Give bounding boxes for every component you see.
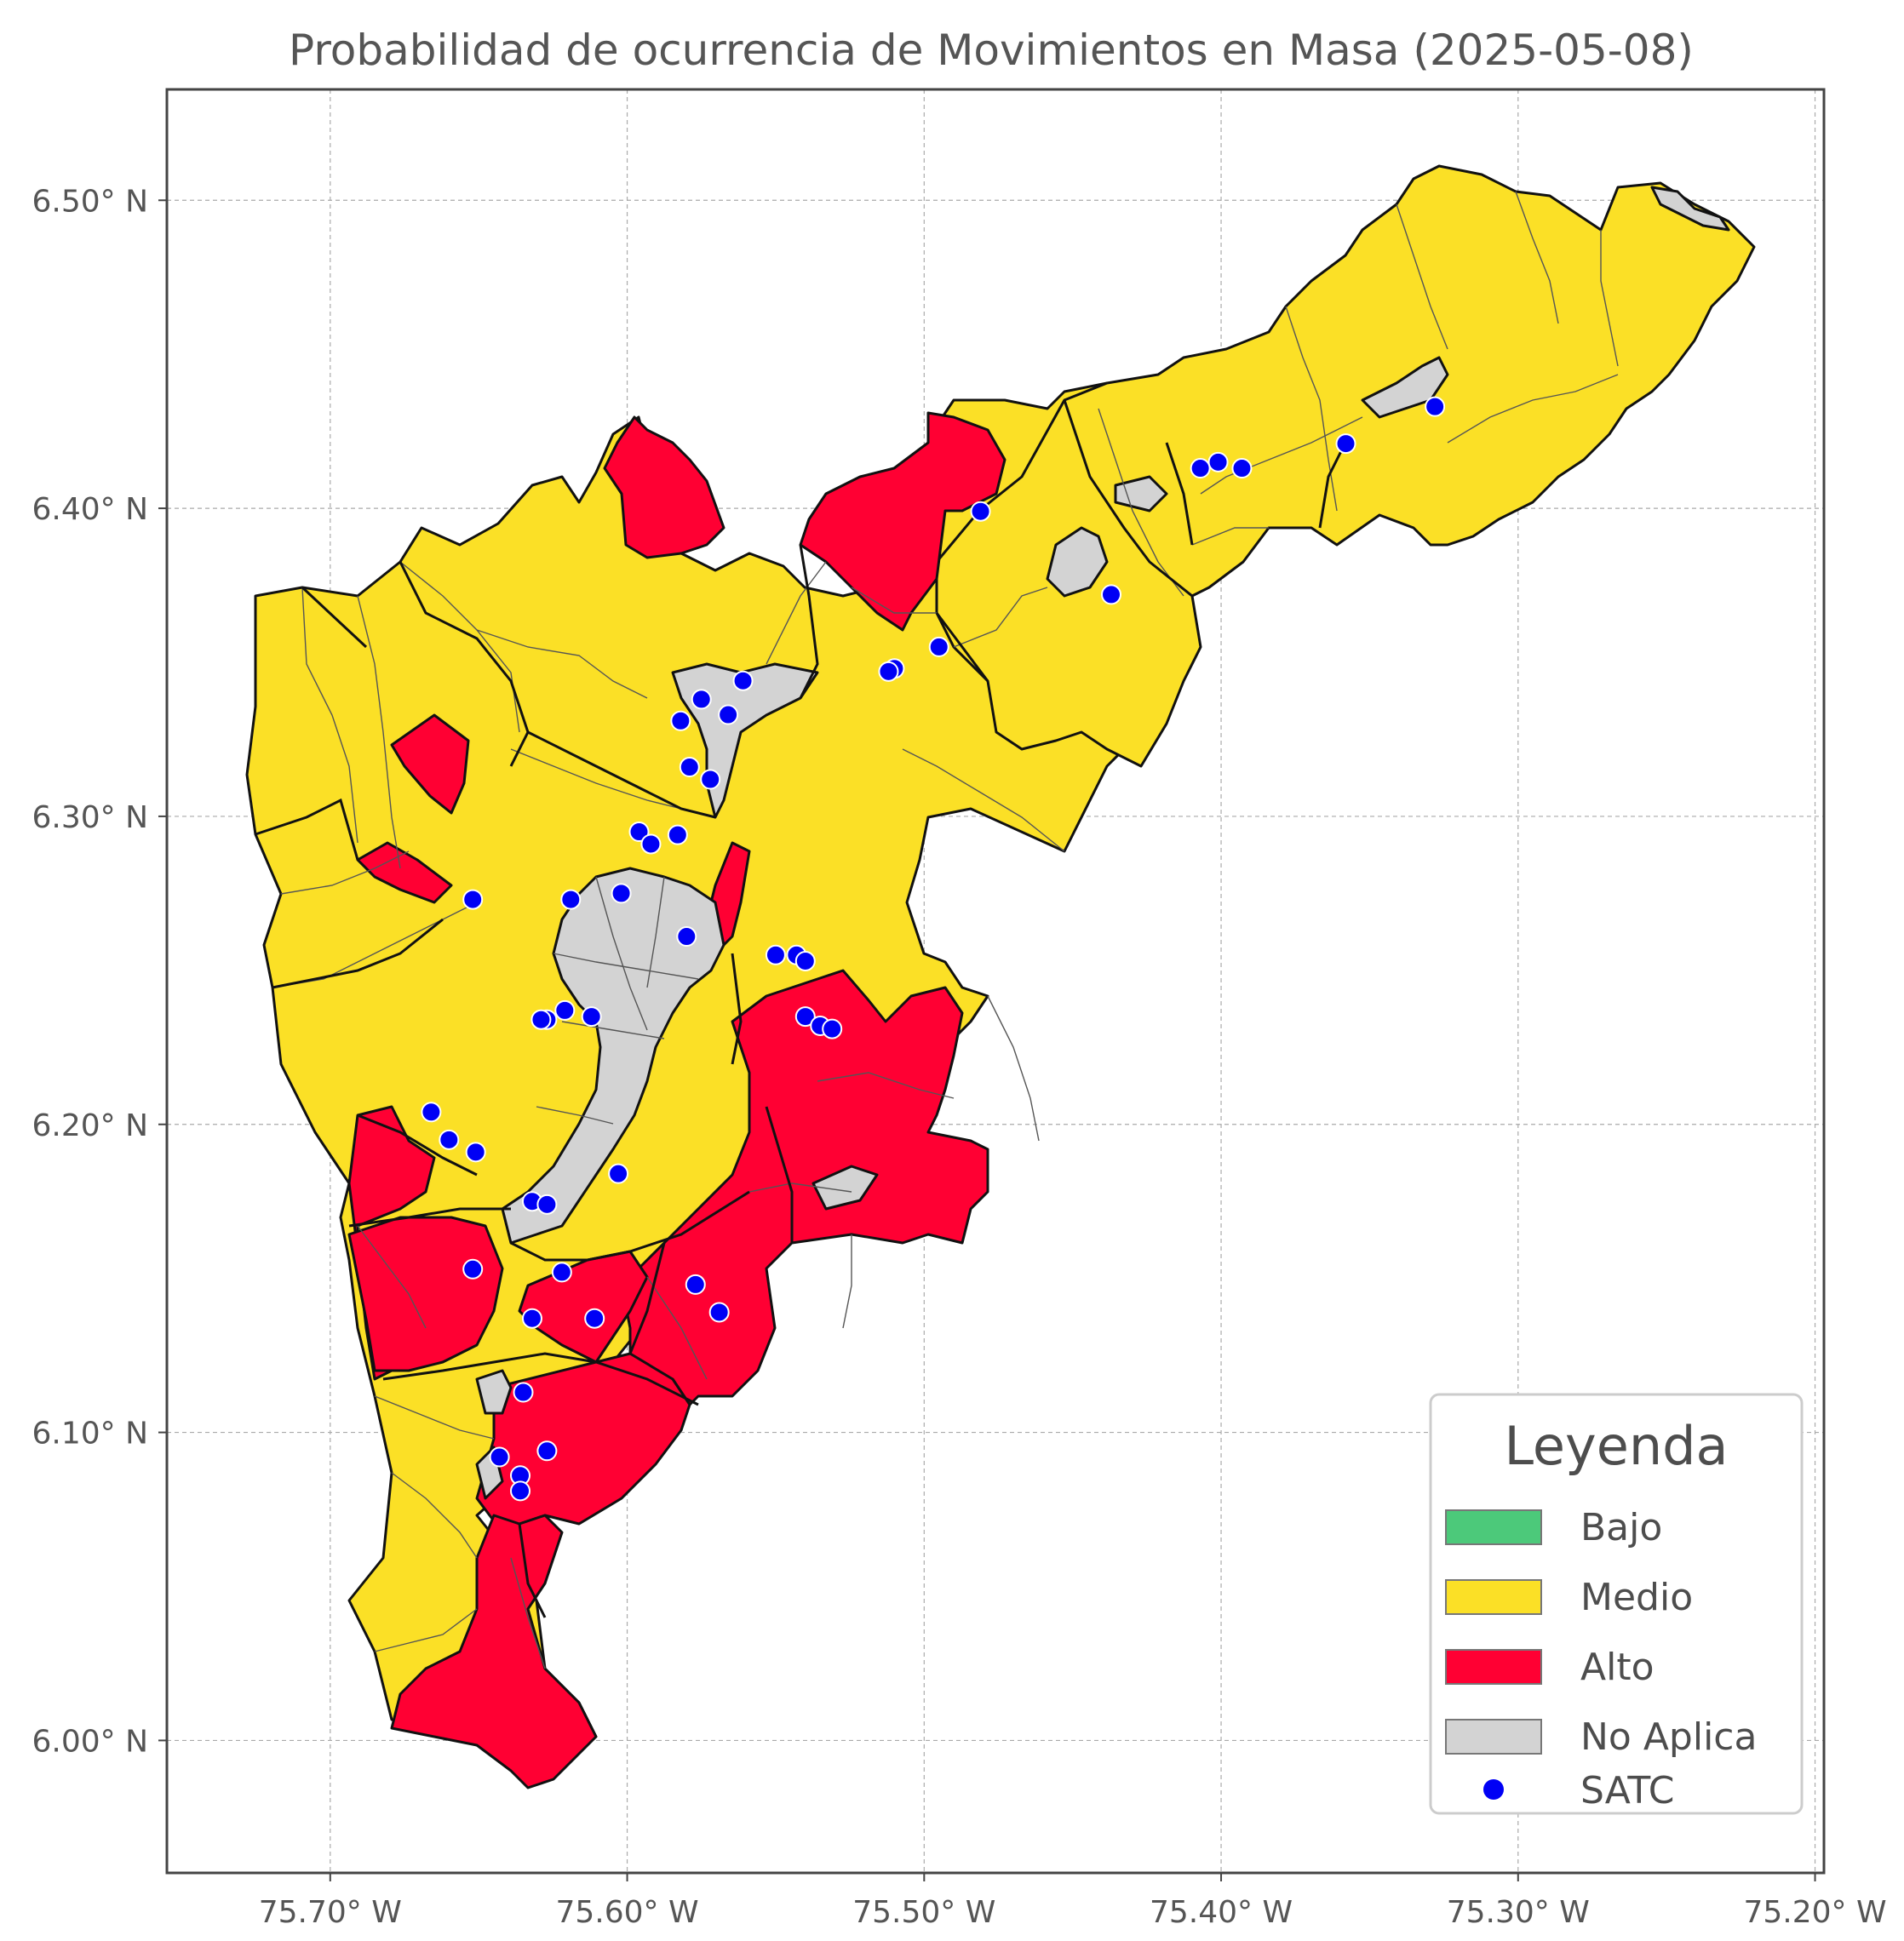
legend-label-medio: Medio — [1580, 1576, 1693, 1619]
x-tick-label: 75.70° W — [259, 1895, 402, 1930]
satc-station-marker — [608, 1163, 629, 1184]
region-alto-west-3 — [347, 1216, 504, 1372]
satc-station-marker — [489, 1446, 510, 1468]
municipal-subdivisions — [272, 191, 1619, 1669]
region-alto-west-2 — [356, 841, 453, 904]
satc-station-marker — [794, 1006, 816, 1028]
map-title: Probabilidad de ocurrencia de Movimiento… — [289, 26, 1694, 75]
y-tick-label: 6.30° N — [32, 800, 148, 835]
satc-station-marker — [708, 1302, 730, 1323]
satc-station-marker — [513, 1382, 534, 1403]
satc-station-marker — [794, 950, 816, 971]
satc-station-marker — [685, 1274, 706, 1295]
satc-station-marker — [628, 822, 650, 843]
satc-station-marker — [667, 824, 688, 845]
satc-station-marker — [510, 1480, 531, 1502]
region-alto-north-1 — [603, 415, 725, 559]
satc-station-marker — [439, 1129, 460, 1150]
satc-station-marker — [560, 889, 582, 910]
satc-station-marker — [1101, 584, 1122, 605]
satc-station-marker — [691, 689, 712, 710]
satc-station-marker — [521, 1308, 542, 1329]
region-alto-south-2 — [390, 1514, 598, 1789]
satc-station-marker — [765, 944, 786, 965]
satc-station-marker — [1335, 433, 1356, 455]
satc-station-marker — [718, 704, 739, 725]
satc-station-marker — [970, 501, 991, 522]
region-noaplica-medellin — [501, 867, 725, 1245]
satc-station-marker — [421, 1102, 442, 1123]
x-tick-label: 75.60° W — [556, 1895, 699, 1930]
x-tick-label: 75.40° W — [1150, 1895, 1293, 1930]
satc-station-marker — [878, 661, 899, 682]
region-medio-northeast — [935, 164, 1756, 768]
region-noaplica-northeast-2 — [1114, 475, 1168, 512]
y-tick-label: 6.00° N — [32, 1724, 148, 1759]
legend: Leyenda Bajo Medio Alto No Aplica SATC — [1429, 1393, 1804, 1815]
y-tick-label: 6.20° N — [32, 1108, 148, 1143]
y-tick-label: 6.40° N — [32, 492, 148, 527]
region-noaplica-northeast-1 — [1046, 526, 1109, 598]
x-axis-ticks: 75.70° W 75.60° W 75.50° W 75.40° W 75.30° W… — [259, 1873, 1887, 1930]
satc-station-marker — [1425, 396, 1446, 417]
legend-swatch-alto — [1445, 1649, 1542, 1685]
satc-station-marker — [551, 1262, 572, 1283]
plot-frame — [165, 88, 1826, 1875]
legend-label-bajo: Bajo — [1580, 1506, 1662, 1549]
satc-station-marker — [1207, 451, 1229, 472]
legend-marker-satc — [1483, 1779, 1504, 1800]
satc-stations — [421, 396, 1446, 1502]
region-alto-north-2 — [799, 411, 1006, 632]
satc-station-marker — [536, 1194, 558, 1215]
satc-station-marker — [530, 1009, 552, 1030]
satc-station-marker — [581, 1006, 602, 1028]
satc-station-marker — [732, 670, 754, 691]
satc-station-marker — [1231, 458, 1253, 479]
satc-station-marker — [822, 1018, 843, 1039]
y-tick-label: 6.10° N — [32, 1417, 148, 1451]
satc-station-marker — [1190, 458, 1211, 479]
legend-swatch-medio — [1445, 1579, 1542, 1615]
satc-station-marker — [611, 883, 632, 904]
satc-station-marker — [928, 636, 949, 657]
region-noaplica-corner — [1650, 186, 1730, 232]
legend-item-medio: Medio — [1445, 1576, 1693, 1619]
satc-station-marker — [670, 710, 691, 731]
satc-station-marker — [679, 757, 700, 778]
satc-station-marker — [676, 926, 697, 948]
legend-item-alto: Alto — [1445, 1646, 1655, 1689]
y-axis-ticks: 6.50° N 6.40° N 6.30° N 6.20° N 6.10° N 6.00°… — [32, 184, 167, 1759]
satc-station-marker — [584, 1308, 605, 1329]
municipal-boundaries — [255, 399, 1347, 1618]
x-tick-label: 75.20° W — [1743, 1895, 1886, 1930]
region-noaplica-northeast-3 — [1361, 356, 1449, 419]
legend-swatch-noaplica — [1445, 1719, 1542, 1755]
satc-station-marker — [465, 1142, 486, 1163]
region-alto-west-1 — [390, 713, 470, 815]
x-tick-label: 75.50° W — [852, 1895, 995, 1930]
legend-box — [1429, 1393, 1804, 1815]
satc-station-marker — [700, 769, 721, 790]
legend-label-alto: Alto — [1580, 1646, 1655, 1689]
satc-station-marker — [640, 833, 662, 855]
x-tick-label: 75.30° W — [1447, 1895, 1590, 1930]
legend-item-bajo: Bajo — [1445, 1506, 1662, 1549]
region-noaplica-south — [475, 1369, 513, 1415]
satc-station-marker — [462, 889, 484, 910]
region-medio-main — [245, 381, 1202, 1772]
satc-station-marker — [536, 1440, 558, 1462]
legend-swatch-bajo — [1445, 1509, 1542, 1545]
legend-label-satc: SATC — [1580, 1769, 1674, 1812]
region-noaplica-east — [811, 1165, 879, 1211]
y-tick-label: 6.50° N — [32, 184, 148, 219]
satc-station-marker — [554, 999, 576, 1021]
satc-station-marker — [462, 1258, 484, 1280]
legend-item-noaplica: No Aplica — [1445, 1715, 1757, 1759]
legend-item-satc: SATC — [1483, 1769, 1674, 1812]
legend-label-noaplica: No Aplica — [1580, 1715, 1757, 1759]
legend-title: Leyenda — [1504, 1415, 1728, 1477]
